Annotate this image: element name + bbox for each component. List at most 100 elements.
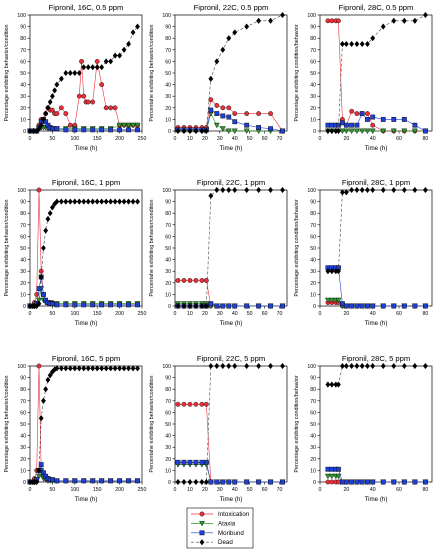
- data-point-moribund: [340, 120, 345, 126]
- data-point-dead: [203, 127, 209, 135]
- y-tick-label: 100: [307, 188, 316, 194]
- data-point-dead: [208, 192, 214, 199]
- data-point-moribund: [391, 303, 397, 309]
- data-point-moribund: [220, 479, 226, 485]
- data-point-dead: [401, 362, 407, 370]
- data-point-ataxia: [411, 128, 418, 135]
- data-point-dead: [226, 35, 232, 42]
- y-tick-label: 60: [310, 59, 316, 65]
- y-tick-label: 90: [20, 200, 26, 206]
- data-point-dead: [214, 58, 220, 65]
- x-tick-label: 0: [319, 311, 322, 317]
- x-tick-label: 60: [396, 487, 402, 493]
- y-tick-label: 100: [307, 13, 316, 19]
- data-point-dead: [52, 87, 58, 94]
- data-point-dead: [391, 186, 397, 194]
- data-point-moribund: [244, 303, 250, 309]
- y-tick-label: 30: [20, 445, 26, 451]
- data-point-intoxication: [370, 122, 376, 128]
- data-point-dead: [203, 302, 209, 310]
- x-tick-label: 50: [247, 136, 253, 142]
- data-point-moribund: [208, 107, 214, 113]
- data-point-dead: [354, 186, 360, 194]
- x-tick-label: 80: [423, 136, 429, 142]
- y-tick-label: 10: [20, 117, 26, 123]
- data-point-dead: [208, 75, 214, 82]
- data-point-dead: [226, 362, 232, 370]
- y-tick-label: 20: [20, 457, 26, 463]
- series-line-intoxication: [30, 365, 138, 483]
- y-tick-label: 0: [168, 480, 171, 486]
- data-point-dead: [256, 17, 262, 24]
- y-tick-label: 70: [20, 223, 26, 229]
- data-point-moribund: [280, 128, 285, 134]
- data-point-moribund: [36, 286, 42, 291]
- data-point-intoxication: [103, 105, 109, 111]
- data-point-dead: [256, 362, 262, 370]
- x-tick-label: 50: [50, 311, 56, 317]
- data-point-dead: [43, 110, 49, 117]
- x-axis-label: Time (h): [220, 496, 243, 503]
- y-tick-label: 40: [310, 83, 316, 89]
- series-line-ataxia: [178, 464, 283, 483]
- x-tick-label: 40: [370, 487, 376, 493]
- chart-panel: Fipronil, 16C, 5 ppm 0 10 20 30 40 50 60 70 80 90 1…: [4, 354, 146, 503]
- data-point-moribund: [325, 122, 331, 128]
- data-point-dead: [117, 52, 123, 59]
- data-point-moribund: [359, 303, 365, 309]
- data-point-moribund: [63, 478, 69, 484]
- data-point-moribund: [117, 127, 123, 133]
- data-point-moribund: [412, 303, 418, 309]
- data-point-intoxication: [94, 59, 100, 64]
- y-tick-label: 50: [310, 71, 316, 77]
- data-point-intoxication: [85, 99, 91, 105]
- y-tick-label: 30: [165, 94, 171, 100]
- y-tick-label: 30: [20, 94, 26, 100]
- data-point-moribund: [199, 459, 205, 465]
- data-point-moribund: [423, 128, 428, 134]
- x-tick-label: 50: [247, 487, 253, 493]
- x-tick-label: 20: [343, 311, 349, 317]
- data-point-dead: [36, 467, 42, 474]
- data-point-intoxication: [175, 278, 181, 283]
- data-point-intoxication: [187, 401, 193, 407]
- data-point-moribund: [354, 303, 360, 309]
- plot-frame: [319, 189, 433, 307]
- x-tick-label: 0: [174, 136, 177, 142]
- x-tick-label: 10: [187, 311, 193, 317]
- data-point-moribund: [365, 479, 370, 485]
- y-tick-label: 30: [165, 269, 171, 275]
- x-tick-label: 60: [396, 311, 402, 317]
- data-point-moribund: [226, 303, 232, 309]
- x-tick-label: 200: [115, 136, 124, 142]
- y-axis-label: Percentage exhibiting behavior/condition: [4, 199, 10, 296]
- data-point-ataxia: [324, 297, 331, 304]
- data-point-dead: [108, 58, 114, 65]
- data-point-dead: [380, 362, 386, 370]
- data-point-dead: [36, 125, 42, 132]
- x-tick-label: 40: [232, 487, 238, 493]
- y-tick-label: 10: [20, 468, 26, 474]
- data-point-dead: [112, 52, 118, 59]
- data-point-moribund: [81, 302, 87, 308]
- data-point-dead: [380, 23, 386, 30]
- data-point-moribund: [232, 303, 238, 309]
- data-point-dead: [412, 362, 418, 370]
- x-tick-label: 150: [93, 136, 102, 142]
- data-point-ataxia: [348, 128, 355, 135]
- data-point-dead: [38, 273, 44, 281]
- data-point-moribund: [280, 303, 285, 309]
- y-tick-label: 40: [20, 83, 26, 89]
- y-tick-label: 10: [165, 292, 171, 298]
- data-point-ataxia: [219, 126, 226, 132]
- data-point-dead: [38, 122, 44, 129]
- data-point-moribund: [365, 116, 370, 122]
- data-point-moribund: [99, 127, 105, 133]
- y-tick-label: 80: [310, 387, 316, 393]
- data-point-dead: [38, 415, 44, 422]
- y-tick-label: 70: [20, 399, 26, 405]
- data-point-dead: [343, 362, 349, 370]
- data-point-dead: [81, 64, 87, 71]
- data-point-dead: [126, 365, 132, 372]
- y-tick-label: 20: [20, 281, 26, 287]
